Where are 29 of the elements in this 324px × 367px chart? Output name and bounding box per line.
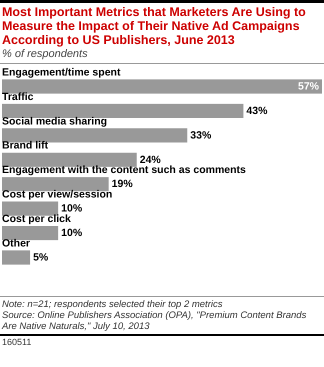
data-label: 19% — [112, 178, 134, 190]
y-tick-label: Cost per click — [2, 212, 72, 225]
data-label: 24% — [140, 154, 162, 166]
bar — [2, 79, 322, 94]
bar — [2, 128, 188, 142]
bar — [2, 226, 58, 240]
y-tick-label: Other — [2, 237, 30, 250]
chart-title: Most Important Metrics that Marketers Are Using to Measure the Impact of Their Native Ad Campaigns According to US Publishers, June 2013 — [1, 4, 307, 47]
y-tick-label: Cost per view/session — [2, 188, 112, 201]
data-label: 10% — [61, 227, 83, 240]
bar — [2, 152, 137, 167]
chart-subtitle: % of respondents — [0, 47, 324, 64]
data-label: 43% — [246, 104, 268, 117]
bar — [2, 250, 30, 265]
data-label: 57% — [298, 80, 320, 93]
y-tick-label: Social media sharing — [2, 115, 108, 128]
bar — [2, 177, 109, 192]
data-label: 5% — [33, 251, 49, 264]
bar — [2, 202, 58, 216]
bar — [2, 104, 244, 118]
text: Note: n=21; respondents selected their top 2 metrics — [2, 299, 224, 310]
y-tick-label: Traffic — [2, 90, 34, 103]
y-tick-label: Engagement/time spent — [2, 66, 121, 78]
text: 160511 — [0, 334, 324, 348]
data-label: 10% — [61, 202, 83, 215]
y-tick-label: Engagement with the content such as comments — [2, 164, 246, 176]
y-tick-label: Brand lift — [2, 140, 49, 152]
source-note: Source: Online Publishers Association (OPA), "Premium Content Brands Are Native Naturals," July 10, 2013 — [2, 310, 308, 332]
data-label: 33% — [190, 129, 212, 142]
